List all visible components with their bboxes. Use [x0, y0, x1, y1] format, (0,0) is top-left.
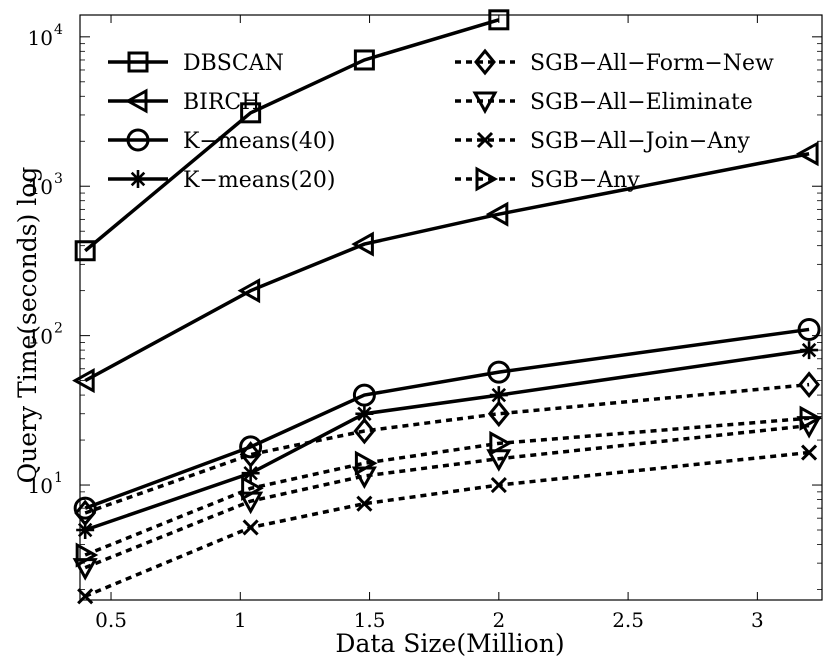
data-point: [797, 317, 821, 341]
data-point: [488, 9, 510, 31]
series-2: [84, 327, 810, 510]
data-point: [353, 49, 375, 71]
data-point: [74, 499, 97, 527]
data-point: [798, 371, 821, 398]
legend-entry-2: K−means(40): [108, 128, 336, 154]
series-markers-6: [77, 444, 818, 605]
legend-label: DBSCAN: [183, 51, 284, 76]
series-line: [84, 416, 810, 557]
series-markers-3: [76, 341, 819, 540]
legend-entry-1: BIRCH: [108, 88, 260, 115]
series-3: [84, 348, 810, 532]
data-point: [489, 386, 508, 405]
data-point: [353, 417, 376, 445]
data-point: [237, 278, 261, 304]
data-point: [485, 201, 509, 227]
legend-label: BIRCH: [183, 90, 260, 115]
data-point: [240, 102, 262, 124]
data-point: [795, 141, 819, 167]
series-4: [84, 382, 810, 515]
legend-label: SGB−All−Eliminate: [530, 90, 753, 115]
legend-swatch-marker: [129, 170, 147, 188]
legend-entry-6: SGB−All−Join−Any: [455, 129, 750, 154]
legend-swatch-marker: [474, 48, 496, 76]
data-point: [76, 521, 95, 540]
legend-swatch-marker: [476, 131, 494, 149]
y-tick-label-base: 10: [28, 325, 53, 349]
x-tick-label: 3: [751, 608, 764, 632]
y-tick-label-base: 10: [28, 26, 53, 50]
y-tick-label-exp: 3: [54, 171, 63, 187]
y-tick-label-exp: 1: [54, 470, 63, 486]
data-point: [801, 444, 818, 461]
data-point: [799, 405, 823, 431]
series-markers-7: [75, 405, 823, 568]
legend-label: K−means(20): [183, 168, 336, 193]
data-point: [486, 449, 512, 472]
data-point: [800, 341, 819, 360]
data-point: [242, 519, 259, 536]
legend-entry-7: SGB−Any: [455, 166, 640, 193]
data-point: [356, 495, 373, 512]
data-point: [75, 542, 99, 568]
legend-swatch-marker: [127, 51, 149, 73]
legend-entry-3: K−means(20): [108, 168, 336, 193]
y-axis-label: Query Time(seconds) log: [13, 167, 42, 484]
legend-label: K−means(40): [183, 129, 336, 154]
series-layer: [72, 9, 823, 605]
y-tick-label-exp: 2: [54, 321, 63, 337]
legend-entry-0: DBSCAN: [108, 51, 284, 76]
legend-swatch-marker: [472, 91, 498, 115]
series-5: [84, 423, 810, 570]
x-tick-label: 1.5: [354, 608, 386, 632]
data-point: [490, 476, 507, 494]
data-point: [487, 400, 510, 428]
data-point: [239, 435, 263, 459]
axes-frame: [79, 14, 823, 601]
data-point: [355, 404, 374, 423]
data-point: [354, 450, 378, 476]
data-point: [487, 360, 511, 384]
series-markers-4: [74, 371, 821, 527]
y-tick-label-base: 10: [28, 175, 53, 199]
legend-entry-4: SGB−All−Form−New: [455, 48, 774, 76]
data-point: [72, 368, 95, 394]
data-point: [489, 430, 512, 456]
legend-swatch-marker: [124, 88, 148, 114]
series-line: [84, 348, 810, 532]
series-7: [84, 416, 810, 557]
legend-swatch-marker: [475, 166, 499, 192]
series-line: [84, 382, 810, 515]
x-tick-label: 2.5: [612, 608, 644, 632]
legend-label: SGB−All−Join−Any: [530, 129, 750, 154]
series-markers-1: [72, 141, 819, 394]
y-tick-label-exp: 4: [54, 22, 63, 38]
series-1: [84, 152, 810, 383]
data-point: [241, 464, 260, 483]
x-tick-label: 2: [492, 608, 505, 632]
x-tick-label: 1: [234, 608, 247, 632]
legend-label: SGB−Any: [530, 168, 640, 193]
series-line: [84, 423, 810, 570]
data-point: [351, 231, 374, 257]
series-0: [84, 18, 500, 253]
series-line: [84, 18, 500, 253]
y-tick-label-base: 10: [28, 474, 53, 498]
legend-entry-5: SGB−All−Eliminate: [455, 90, 753, 115]
data-point: [239, 441, 262, 468]
data-point: [241, 475, 264, 501]
series-markers-0: [74, 9, 510, 262]
series-line: [84, 152, 810, 383]
x-axis-label: Data Size(Million): [335, 629, 564, 658]
legend-swatch-marker: [126, 128, 150, 152]
series-line: [84, 327, 810, 510]
data-point: [74, 240, 96, 262]
x-tick-label: 0.5: [95, 608, 127, 632]
legend-label: SGB−All−Form−New: [530, 51, 774, 76]
legend: DBSCAN BIRCH K−means(40) K−means(20) SGB−All…: [108, 48, 774, 193]
